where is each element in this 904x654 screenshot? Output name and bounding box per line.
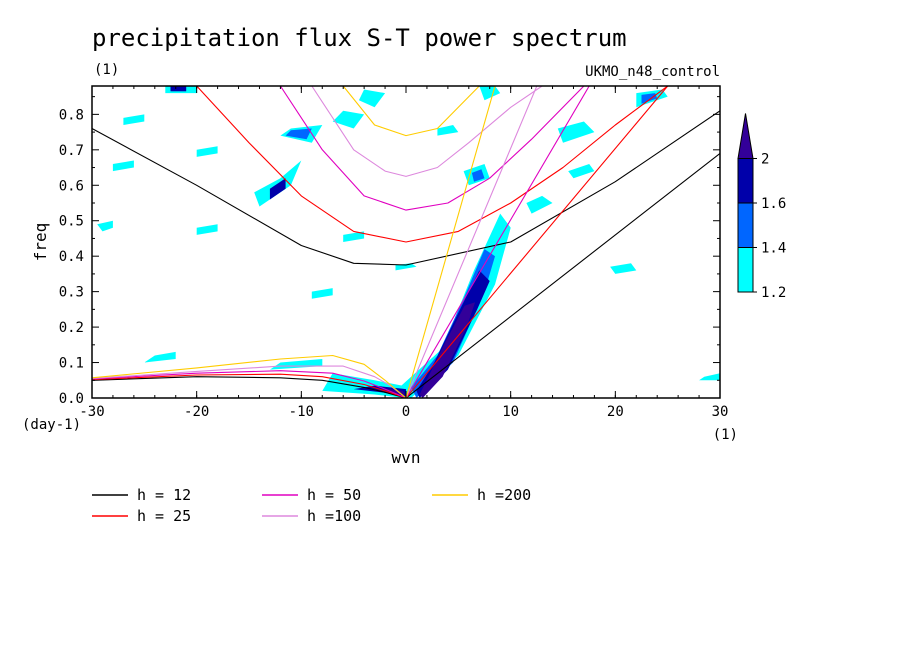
y-tick-label: 0.5 <box>59 214 84 230</box>
power-region-20 <box>641 93 658 104</box>
power-region-26 <box>311 288 333 299</box>
y-unit-label: (day-1) <box>22 417 81 433</box>
rossby-wave-curve-h200 <box>92 354 407 398</box>
power-region-29 <box>526 195 553 214</box>
power-region-34 <box>437 125 459 136</box>
gravity-wave-curve-h25 <box>196 86 669 243</box>
colorbar-label: 1.6 <box>761 196 786 212</box>
x-tick-label: 0 <box>402 404 410 420</box>
x-axis-ticks: -30 -20 -10 0 10 20 30 <box>79 86 728 420</box>
rossby-wave-curve-h12 <box>92 376 407 398</box>
gravity-wave-curve-h12 <box>92 110 720 266</box>
rossby-wave-curve-h50 <box>92 370 407 398</box>
rossby-wave-curve-h100 <box>92 365 407 398</box>
power-region-24 <box>269 359 323 370</box>
chart-subtitle-left: (1) <box>94 62 119 78</box>
x-unit-label: (1) <box>713 427 738 443</box>
power-contours <box>97 86 720 398</box>
colorbar-swatch <box>737 247 754 293</box>
power-region-33 <box>196 146 218 157</box>
rossby-wave-curve-h25 <box>92 373 407 398</box>
power-region-17 <box>479 86 501 101</box>
colorbar-label: 1.2 <box>761 285 786 301</box>
legend: h = 12 h = 25 h = 50 h =100 h =200 <box>92 486 531 525</box>
x-tick-label: -20 <box>184 404 209 420</box>
kelvin-wave-curve-h25 <box>405 86 669 398</box>
gravity-wave-curve-h200 <box>342 86 480 137</box>
kelvin-wave-curve-h50 <box>405 86 590 398</box>
legend-label-h50: h = 50 <box>307 486 361 504</box>
colorbar-swatch <box>737 202 754 248</box>
y-tick-label: 0.8 <box>59 107 84 123</box>
power-region-16 <box>471 169 485 182</box>
power-region-10 <box>285 128 312 140</box>
y-axis-ticks: 0.0 0.1 0.2 0.3 0.4 0.5 0.6 0.7 0.8 <box>59 96 720 407</box>
x-tick-label: 30 <box>712 404 729 420</box>
y-tick-label: 0.2 <box>59 320 84 336</box>
kelvin-wave-curve-h100 <box>405 86 538 398</box>
power-region-32 <box>699 373 720 381</box>
y-tick-label: 0.3 <box>59 285 84 301</box>
chart-subtitle-right: UKMO_n48_control <box>585 64 720 80</box>
power-region-5 <box>353 385 406 398</box>
power-region-27 <box>343 231 365 242</box>
legend-label-h200: h =200 <box>477 486 531 504</box>
power-region-14 <box>358 89 386 108</box>
y-tick-label: 0.6 <box>59 178 84 194</box>
y-tick-label: 0.0 <box>59 391 84 407</box>
power-region-31 <box>610 263 637 274</box>
power-region-22 <box>112 160 134 172</box>
power-region-23 <box>196 224 218 235</box>
chart-title: precipitation flux S-T power spectrum <box>92 24 627 52</box>
y-tick-label: 0.4 <box>59 249 84 265</box>
colorbar-swatch <box>737 158 754 204</box>
gravity-wave-curve-h100 <box>311 86 543 177</box>
power-region-13 <box>332 110 365 129</box>
colorbar-label: 2 <box>761 152 769 168</box>
y-axis-label: freq <box>31 223 50 262</box>
colorbar-label: 1.4 <box>761 241 786 257</box>
power-region-8 <box>269 178 286 200</box>
y-tick-label: 0.7 <box>59 143 84 159</box>
colorbar-arrow <box>737 113 754 159</box>
power-region-35 <box>123 114 145 125</box>
power-region-21 <box>97 220 113 232</box>
power-region-12 <box>170 86 187 92</box>
x-tick-label: 10 <box>502 404 519 420</box>
power-region-18 <box>557 121 595 143</box>
kelvin-wave-curve-h200 <box>405 86 496 398</box>
power-region-3 <box>419 302 476 398</box>
x-axis-label: wvn <box>392 448 421 467</box>
dispersion-curves <box>92 86 720 398</box>
legend-label-h100: h =100 <box>307 507 361 525</box>
legend-label-h12: h = 12 <box>137 486 191 504</box>
x-tick-label: 20 <box>607 404 624 420</box>
y-tick-label: 0.1 <box>59 356 84 372</box>
gravity-wave-curve-h50 <box>279 86 585 211</box>
x-tick-label: -10 <box>289 404 314 420</box>
legend-label-h25: h = 25 <box>137 507 191 525</box>
x-tick-label: -30 <box>79 404 104 420</box>
power-region-25 <box>144 351 176 363</box>
colorbar: 1.2 1.4 1.6 2 <box>737 113 786 301</box>
power-region-30 <box>568 164 595 179</box>
kelvin-wave-curve-h12 <box>405 152 720 398</box>
